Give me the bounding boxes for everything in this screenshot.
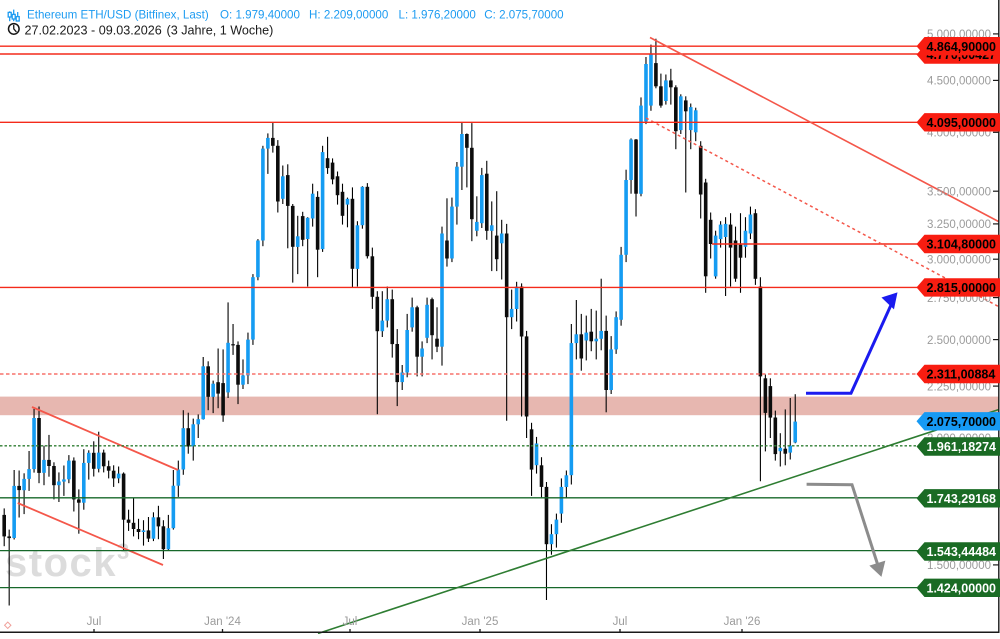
svg-text:3.000,00000: 3.000,00000	[927, 254, 991, 266]
svg-text:4.095,00000: 4.095,00000	[927, 116, 997, 130]
svg-text:2.815,00000: 2.815,00000	[927, 281, 997, 295]
svg-text:Jan '26: Jan '26	[724, 616, 761, 628]
svg-text:Ethereum ETH/USD (Bitfinex, La: Ethereum ETH/USD (Bitfinex, Last)	[27, 9, 209, 22]
svg-text:O: 1.979,40000: O: 1.979,40000	[220, 9, 300, 22]
svg-text:3.500,00000: 3.500,00000	[927, 186, 991, 198]
svg-text:2.500,00000: 2.500,00000	[927, 335, 991, 347]
svg-text:1.424,00000: 1.424,00000	[927, 581, 997, 595]
svg-text:Jul: Jul	[613, 616, 628, 628]
svg-text:C: 2.075,70000: C: 2.075,70000	[484, 9, 563, 22]
svg-text:1.543,44484: 1.543,44484	[927, 545, 997, 559]
svg-text:Jul: Jul	[87, 616, 102, 628]
svg-text:stock3: stock3	[5, 539, 131, 585]
svg-text:(3 Jahre, 1 Woche): (3 Jahre, 1 Woche)	[167, 23, 274, 37]
svg-text:L: 1.976,20000: L: 1.976,20000	[399, 9, 476, 22]
svg-text:4.500,00000: 4.500,00000	[927, 76, 991, 88]
svg-text:Jul: Jul	[343, 616, 358, 628]
svg-text:4.864,90000: 4.864,90000	[927, 40, 997, 54]
svg-text:27.02.2023 - 09.03.2026: 27.02.2023 - 09.03.2026	[25, 23, 162, 37]
svg-text:1.743,29168: 1.743,29168	[927, 492, 997, 506]
svg-text:1.961,18274: 1.961,18274	[927, 440, 997, 454]
svg-text:Jan '25: Jan '25	[462, 616, 499, 628]
svg-text:Jan '24: Jan '24	[204, 616, 241, 628]
svg-text:1.500,00000: 1.500,00000	[927, 560, 991, 572]
svg-text:2.075,70000: 2.075,70000	[927, 415, 997, 429]
svg-text:2.311,00884: 2.311,00884	[927, 368, 996, 382]
svg-text:3.250,00000: 3.250,00000	[927, 219, 991, 231]
svg-text:3.104,80000: 3.104,80000	[927, 238, 997, 252]
svg-text:H: 2.209,00000: H: 2.209,00000	[309, 9, 388, 22]
